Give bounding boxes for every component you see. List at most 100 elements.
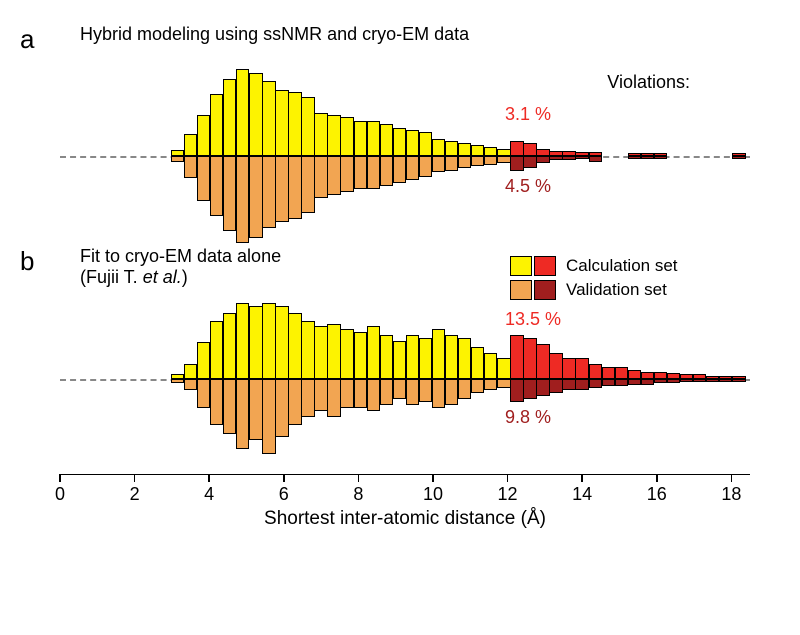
bar-down xyxy=(393,379,406,399)
bar-up xyxy=(654,372,667,379)
bar-down xyxy=(249,379,262,440)
bar-down xyxy=(223,156,236,231)
bar-down xyxy=(589,156,602,162)
bar-down xyxy=(301,156,314,213)
bar-up xyxy=(367,326,380,378)
bar-up xyxy=(615,367,628,379)
bar-up xyxy=(249,306,262,379)
tick-label: 12 xyxy=(498,484,518,505)
bar-down xyxy=(171,379,184,383)
bar-down xyxy=(432,379,445,408)
bar-up xyxy=(354,332,367,379)
bar-down xyxy=(171,156,184,162)
panel-a-label: a xyxy=(20,24,34,55)
tick-label: 14 xyxy=(572,484,592,505)
panel-b-label: b xyxy=(20,246,34,277)
tick xyxy=(134,474,136,482)
panel-b: b Fit to cryo-EM data alone (Fujii T. et… xyxy=(30,246,770,459)
bar-down xyxy=(380,156,393,186)
bar-down xyxy=(301,379,314,417)
bar-down xyxy=(406,379,419,405)
bar-down xyxy=(445,379,458,405)
bar-down xyxy=(562,156,575,161)
bar-up xyxy=(301,321,314,379)
bar-down xyxy=(262,379,275,455)
bar-up xyxy=(340,117,353,155)
bar-up xyxy=(314,113,327,155)
tick xyxy=(208,474,210,482)
bar-up xyxy=(432,139,445,156)
bar-up xyxy=(262,303,275,379)
bar-up xyxy=(197,115,210,155)
bar-down xyxy=(719,379,732,382)
bar-down xyxy=(419,379,432,402)
tick-label: 8 xyxy=(353,484,363,505)
tick-label: 10 xyxy=(423,484,443,505)
bar-up xyxy=(354,121,367,156)
bar-up xyxy=(445,141,458,156)
bar-up xyxy=(458,143,471,156)
bar-down xyxy=(327,379,340,417)
tick-label: 4 xyxy=(204,484,214,505)
panel-b-title: Fit to cryo-EM data alone (Fujii T. et a… xyxy=(80,246,770,289)
bar-up xyxy=(510,335,523,379)
bar-down xyxy=(549,379,562,394)
bar-up xyxy=(236,69,249,156)
bar-up xyxy=(367,121,380,156)
chart-b: 13.5 % 9.8 % xyxy=(60,299,750,459)
tick xyxy=(731,474,733,482)
bar-down xyxy=(693,379,706,382)
bar-down xyxy=(667,379,680,383)
bar-down xyxy=(262,156,275,228)
bar-up xyxy=(628,370,641,379)
bar-up xyxy=(380,335,393,379)
bar-down xyxy=(184,379,197,391)
tick xyxy=(358,474,360,482)
bar-up xyxy=(262,81,275,155)
bar-down xyxy=(654,156,667,159)
tick-label: 16 xyxy=(647,484,667,505)
bar-down xyxy=(615,379,628,386)
bar-down xyxy=(380,379,393,405)
panel-a-title: Hybrid modeling using ssNMR and cryo-EM … xyxy=(80,24,770,46)
bar-down xyxy=(575,379,588,391)
bar-up xyxy=(393,128,406,156)
bar-down xyxy=(288,379,301,426)
bar-up xyxy=(406,130,419,155)
bar-down xyxy=(523,379,536,399)
bar-down xyxy=(484,156,497,165)
chart-a: Violations: 3.1 % 4.5 % xyxy=(60,66,750,246)
bar-up xyxy=(602,367,615,379)
bar-up xyxy=(484,147,497,155)
bar-down xyxy=(314,379,327,411)
bar-up xyxy=(210,321,223,379)
bar-down xyxy=(288,156,301,219)
bar-down xyxy=(367,379,380,411)
bar-down xyxy=(602,379,615,386)
bar-up xyxy=(536,344,549,379)
bar-down xyxy=(367,156,380,189)
bar-up xyxy=(549,353,562,379)
bar-up xyxy=(419,132,432,155)
tick xyxy=(432,474,434,482)
bar-down xyxy=(197,156,210,201)
tick xyxy=(656,474,658,482)
bar-up xyxy=(288,313,301,378)
bar-up xyxy=(275,306,288,379)
bar-down xyxy=(432,156,445,173)
bar-up xyxy=(197,342,210,378)
bar-down xyxy=(641,156,654,159)
bar-down xyxy=(393,156,406,183)
bar-up xyxy=(275,90,288,156)
bar-down xyxy=(223,379,236,434)
bar-down xyxy=(419,156,432,177)
bar-up xyxy=(327,115,340,155)
bar-up xyxy=(497,358,510,378)
bar-down xyxy=(641,379,654,385)
tick xyxy=(581,474,583,482)
tick xyxy=(283,474,285,482)
bar-down xyxy=(680,379,693,382)
bar-down xyxy=(562,379,575,391)
bar-down xyxy=(354,379,367,408)
x-axis: Shortest inter-atomic distance (Å) 02468… xyxy=(60,474,750,529)
